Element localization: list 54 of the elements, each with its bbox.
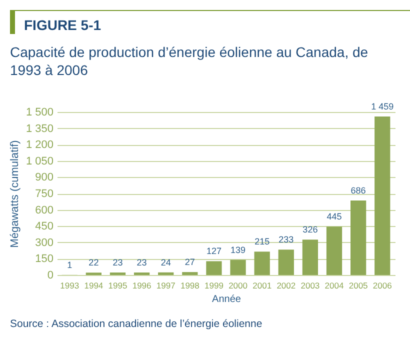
- y-tick-label: 900: [35, 172, 54, 184]
- x-tick-label: 1993: [60, 280, 80, 290]
- data-label: 139: [230, 244, 246, 255]
- y-tick-label: 1 200: [26, 139, 54, 152]
- y-tick-label: 600: [35, 204, 54, 216]
- y-tick-label: 150: [35, 253, 54, 266]
- bar: [374, 116, 390, 275]
- x-tick-label: 1997: [156, 280, 176, 290]
- data-label: 686: [350, 185, 366, 196]
- x-tick-label: 2006: [372, 280, 392, 290]
- x-tick-label: 1994: [84, 280, 104, 290]
- x-tick-label: 1999: [204, 280, 224, 290]
- source-note: Source : Association canadienne de l’énergie éolienne: [10, 318, 262, 330]
- data-label: 23: [112, 258, 123, 268]
- x-tick-label: 2002: [276, 280, 296, 290]
- bar: [326, 226, 342, 275]
- x-tick-label: 2003: [300, 280, 320, 290]
- y-tick-label: 1 350: [26, 122, 54, 135]
- data-label: 24: [160, 257, 171, 268]
- x-axis-title: Année: [212, 294, 242, 305]
- y-tick-label: 300: [35, 236, 54, 249]
- data-label: 23: [136, 258, 147, 268]
- y-tick-label: 450: [35, 220, 54, 233]
- bar: [230, 260, 246, 275]
- x-tick-label: 1995: [108, 280, 128, 290]
- bar: [206, 261, 222, 275]
- bar: [302, 240, 318, 275]
- data-label: 1 459: [371, 101, 394, 112]
- caption: FIGURE 5-1: [24, 17, 102, 33]
- data-label: 27: [184, 257, 195, 268]
- x-tick-label: 2004: [324, 280, 344, 290]
- data-label: 215: [254, 236, 270, 247]
- y-tick-label: 0: [47, 270, 54, 282]
- bar: [254, 252, 270, 275]
- data-label: 22: [88, 258, 99, 268]
- x-tick-label: 1996: [132, 280, 152, 290]
- y-tick-label: 1 500: [26, 106, 54, 118]
- bar: [278, 250, 294, 275]
- y-tick-label: 1 050: [26, 155, 54, 168]
- y-axis-title: Mégawatts (cumulatif): [8, 140, 21, 248]
- chart-title: Capacité de production d’énergie éolienne au Canada, de 1993 à 2006: [10, 43, 370, 79]
- y-tick-label: 750: [35, 188, 54, 200]
- data-label: 127: [206, 246, 222, 256]
- x-tick-label: 2005: [348, 280, 368, 290]
- x-tick-label: 2000: [228, 280, 248, 290]
- data-label: 445: [326, 212, 342, 222]
- bar: [158, 272, 174, 275]
- x-tick-label: 1998: [180, 280, 200, 290]
- data-label: 326: [302, 224, 318, 235]
- x-tick-label: 2001: [252, 280, 272, 290]
- data-label: 233: [278, 234, 294, 245]
- bar: [350, 200, 366, 275]
- bar: [182, 272, 198, 275]
- data-label: 1: [67, 260, 72, 270]
